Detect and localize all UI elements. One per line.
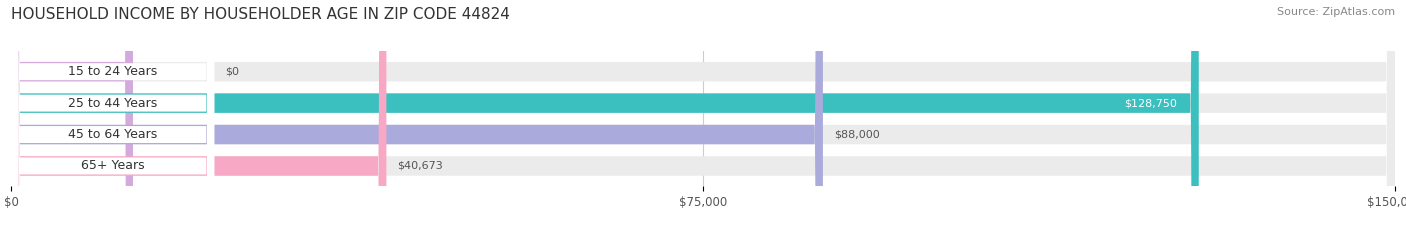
FancyBboxPatch shape (11, 0, 214, 233)
Text: 45 to 64 Years: 45 to 64 Years (67, 128, 157, 141)
Text: Source: ZipAtlas.com: Source: ZipAtlas.com (1277, 7, 1395, 17)
Text: $0: $0 (225, 67, 239, 77)
Text: HOUSEHOLD INCOME BY HOUSEHOLDER AGE IN ZIP CODE 44824: HOUSEHOLD INCOME BY HOUSEHOLDER AGE IN Z… (11, 7, 510, 22)
Text: $88,000: $88,000 (834, 130, 880, 140)
FancyBboxPatch shape (11, 0, 214, 233)
Text: 25 to 44 Years: 25 to 44 Years (67, 97, 157, 110)
FancyBboxPatch shape (11, 0, 214, 233)
FancyBboxPatch shape (11, 0, 1395, 233)
FancyBboxPatch shape (11, 0, 1395, 233)
FancyBboxPatch shape (11, 0, 387, 233)
Text: $40,673: $40,673 (398, 161, 443, 171)
FancyBboxPatch shape (11, 0, 214, 233)
FancyBboxPatch shape (11, 0, 1395, 233)
FancyBboxPatch shape (11, 0, 1199, 233)
FancyBboxPatch shape (11, 0, 823, 233)
FancyBboxPatch shape (11, 0, 134, 233)
Text: 15 to 24 Years: 15 to 24 Years (67, 65, 157, 78)
Text: 65+ Years: 65+ Years (82, 159, 145, 172)
FancyBboxPatch shape (11, 0, 1395, 233)
Text: $128,750: $128,750 (1123, 98, 1177, 108)
